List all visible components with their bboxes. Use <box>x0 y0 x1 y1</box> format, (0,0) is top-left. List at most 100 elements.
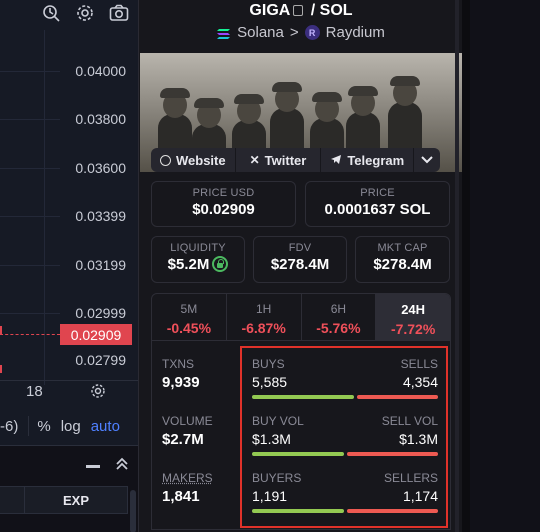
scrollbar[interactable] <box>130 490 136 532</box>
price-scale[interactable]: 0.04000 0.03800 0.03600 0.03399 0.03199 … <box>0 0 138 380</box>
column-header-exp[interactable]: EXP <box>25 487 128 513</box>
more-links-button[interactable] <box>414 148 440 172</box>
grid-line <box>0 71 60 72</box>
tab-1h[interactable]: 1H -6.87% <box>227 294 302 340</box>
candle-mark <box>0 365 2 373</box>
sell-vol-label: SELL VOL <box>381 414 438 428</box>
price-change: -7.72% <box>390 321 436 337</box>
makers-label[interactable]: MAKERS <box>162 471 213 485</box>
price-sol-value: 0.0001637 SOL <box>324 201 431 218</box>
volume-value: $2.7M <box>162 431 204 448</box>
scale-controls: -6) % log auto <box>0 412 138 440</box>
price-change: -6.87% <box>241 320 286 336</box>
website-link[interactable]: Website <box>151 148 236 172</box>
timeframe-tabs: 5M -0.45% 1H -6.87% 6H -5.76% 24H -7.72% <box>151 293 451 341</box>
log-scale-toggle[interactable]: log <box>60 417 81 435</box>
x-icon: ✕ <box>249 153 260 167</box>
auto-scale-toggle[interactable]: auto <box>90 417 120 435</box>
pair-title: GIGA / SOL <box>139 2 463 20</box>
buyers-label: BUYERS <box>252 471 302 485</box>
sell-share-bar <box>346 509 438 513</box>
tab-label: 1H <box>255 302 272 316</box>
copy-icon[interactable] <box>293 5 304 16</box>
price-tick: 0.02799 <box>75 352 126 368</box>
tab-24h[interactable]: 24H -7.72% <box>376 294 450 340</box>
grid-line <box>0 313 60 314</box>
tab-label: 5M <box>180 302 198 316</box>
sell-vol-value: $1.3M <box>399 431 438 447</box>
dex-name[interactable]: Raydium <box>325 24 385 41</box>
fdv-value: $278.4M <box>270 256 330 273</box>
current-price-badge: 0.02909 <box>60 324 132 345</box>
gear-icon[interactable] <box>74 2 96 24</box>
lock-icon[interactable] <box>212 256 229 272</box>
price-chart[interactable]: 0.04000 0.03800 0.03600 0.03399 0.03199 … <box>0 0 138 445</box>
makers-stat: MAKERS 1,841 <box>162 471 213 505</box>
price-usd-label: PRICE USD <box>192 187 255 199</box>
grid-line <box>0 168 60 169</box>
price-change: -5.76% <box>316 320 361 336</box>
volume-stat: VOLUME $2.7M <box>162 414 213 448</box>
divider <box>28 416 30 436</box>
time-tick: 18 <box>26 383 43 400</box>
grid-line <box>0 119 60 120</box>
fdv-card: FDV $278.4M <box>253 236 347 283</box>
percent-scale-toggle[interactable]: % <box>37 417 51 435</box>
liquidity-value: $5.2M <box>167 256 210 273</box>
table-header: EXP <box>0 486 128 514</box>
time-axis[interactable]: 18 <box>0 380 138 402</box>
price-tick: 0.04000 <box>75 63 126 79</box>
globe-icon <box>160 154 171 166</box>
social-links: Website ✕ Twitter Telegram <box>151 148 441 172</box>
buys-value: 5,585 <box>252 374 288 390</box>
chain-dex-breadcrumb: Solana > R Raydium <box>139 24 463 41</box>
camera-icon[interactable] <box>108 2 130 24</box>
buy-vol-value: $1.3M <box>252 431 291 447</box>
sell-share-bar <box>346 452 438 456</box>
sellers-value: 1,174 <box>402 488 438 504</box>
telegram-link[interactable]: Telegram <box>321 148 415 172</box>
price-tick: 0.02999 <box>75 305 126 321</box>
chevron-down-icon <box>421 153 433 167</box>
mktcap-label: MKT CAP <box>377 242 428 254</box>
sell-share-bar <box>357 395 438 399</box>
price-tick: 0.03199 <box>75 257 126 273</box>
volume-row: BUY VOL SELL VOL $1.3M $1.3M <box>252 414 438 456</box>
grid-line <box>44 30 45 385</box>
pair-separator: / <box>310 2 316 19</box>
makers-value: 1,841 <box>162 488 200 505</box>
sells-label: SELLS <box>400 357 438 371</box>
buys-label: BUYS <box>252 357 285 371</box>
panel-divider[interactable] <box>462 0 470 532</box>
column-header[interactable] <box>0 487 25 513</box>
link-label: Telegram <box>347 152 405 168</box>
minimize-icon[interactable] <box>86 464 100 468</box>
range-tail-label[interactable]: -6) <box>0 417 19 435</box>
sells-value: 4,354 <box>402 374 438 390</box>
scrollbar[interactable] <box>455 0 459 532</box>
txns-stat: TXNS 9,939 <box>162 357 200 391</box>
alert-clock-icon[interactable] <box>40 2 62 24</box>
base-symbol: GIGA <box>249 2 291 19</box>
candle-mark <box>0 326 2 334</box>
axis-settings-icon[interactable] <box>90 383 106 404</box>
liquidity-label: LIQUIDITY <box>170 242 226 254</box>
raydium-icon: R <box>304 25 320 40</box>
tab-5m[interactable]: 5M -0.45% <box>152 294 227 340</box>
mktcap-value: $278.4M <box>373 256 432 273</box>
link-label: Website <box>176 152 226 168</box>
bottom-panel: EXP <box>0 445 138 532</box>
ratio-bar <box>252 452 438 456</box>
tab-6h[interactable]: 6H -5.76% <box>302 294 377 340</box>
token-info-panel: GIGA / SOL Solana > R Raydium Websit <box>138 0 462 532</box>
buy-share-bar <box>252 452 344 456</box>
chain-name[interactable]: Solana <box>237 24 284 41</box>
collapse-icon[interactable] <box>116 457 128 476</box>
sellers-label: SELLERS <box>383 471 438 485</box>
tab-label: 6H <box>330 302 347 316</box>
liquidity-card: LIQUIDITY $5.2M <box>151 236 245 283</box>
bottom-panel-header <box>0 446 138 486</box>
buy-share-bar <box>252 395 355 399</box>
solana-icon <box>217 27 231 39</box>
twitter-link[interactable]: ✕ Twitter <box>236 148 322 172</box>
